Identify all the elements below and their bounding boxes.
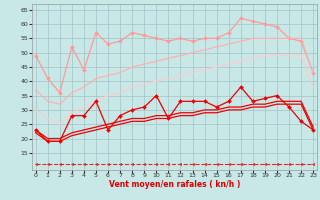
X-axis label: Vent moyen/en rafales ( kn/h ): Vent moyen/en rafales ( kn/h ) [109, 180, 240, 189]
